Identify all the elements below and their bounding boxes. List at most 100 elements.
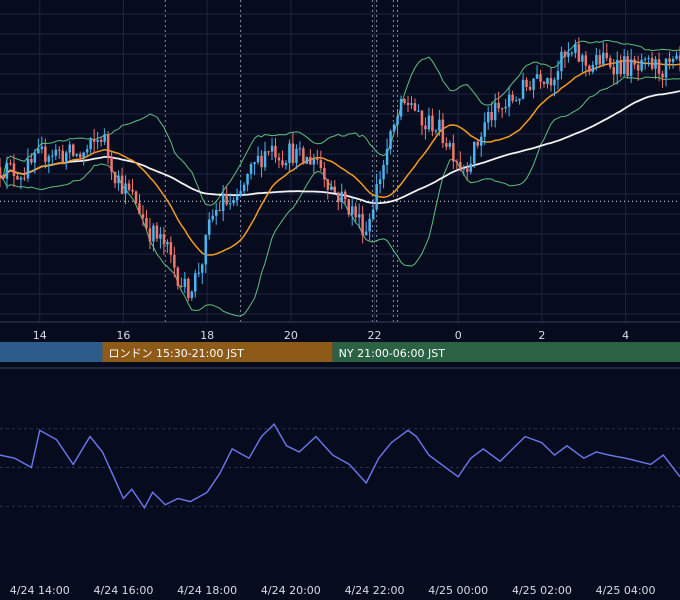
candle-body — [37, 149, 40, 154]
candle-body — [23, 177, 26, 179]
session-band: ロンドン 15:30-21:00 JST NY 21:00-06:00 JST — [0, 342, 680, 369]
candle-body — [609, 58, 612, 68]
candle-body — [211, 215, 214, 220]
candle-body — [493, 102, 497, 121]
candle-body — [124, 183, 127, 194]
candle-body — [619, 59, 622, 74]
oscillator-line — [0, 422, 680, 510]
candle-body — [215, 210, 218, 216]
price-chart-grid — [0, 0, 680, 323]
candle-body — [218, 210, 221, 211]
candle-body — [605, 52, 608, 59]
price-x-tick-label: 18 — [200, 329, 214, 342]
candle-body — [228, 203, 232, 205]
candle-body — [330, 186, 333, 190]
candle-body — [44, 146, 47, 162]
candle-body — [263, 151, 267, 168]
candle-body — [448, 143, 452, 147]
candle-body — [584, 55, 588, 66]
candle-body — [141, 214, 145, 218]
candle-body — [270, 145, 274, 152]
candle-body — [204, 234, 207, 265]
candle-body — [79, 154, 82, 158]
candle-body — [333, 186, 336, 193]
candle-body — [560, 51, 563, 72]
candle-body — [570, 52, 574, 54]
candle-body — [378, 179, 382, 184]
candle-body — [235, 195, 239, 201]
candle-body — [190, 291, 194, 298]
bollinger-upper — [0, 39, 680, 206]
candle-body — [556, 71, 560, 80]
candle-body — [68, 144, 71, 153]
candle-body — [567, 52, 570, 57]
price-x-tick-label: 22 — [368, 329, 382, 342]
candle-body — [54, 149, 58, 156]
candle-body — [511, 94, 514, 101]
candle-body — [504, 106, 507, 109]
candle-body — [577, 44, 581, 62]
candle-body — [473, 141, 476, 164]
candle-body — [459, 162, 462, 169]
candle-body — [169, 242, 173, 255]
candle-body — [16, 176, 19, 180]
candle-body — [647, 58, 650, 59]
candle-body — [598, 55, 602, 65]
candle-body — [574, 44, 577, 53]
candle-body — [417, 110, 420, 112]
candle-body — [291, 143, 295, 163]
candle-body — [288, 143, 291, 163]
candle-body — [173, 254, 176, 268]
candle-body — [302, 148, 305, 164]
candle-body — [138, 203, 141, 215]
candle-body — [612, 67, 615, 75]
candle-body — [117, 175, 120, 184]
candle-body — [525, 79, 528, 87]
candle-body — [420, 110, 424, 126]
candle-body — [194, 273, 197, 292]
session-label: ロンドン 15:30-21:00 JST — [109, 347, 245, 360]
candle-body — [661, 73, 664, 78]
price-x-tick-label: 2 — [538, 329, 545, 342]
candle-body — [396, 116, 399, 125]
candle-body — [134, 191, 138, 204]
candle-body — [110, 156, 113, 172]
oscillator-series-line — [0, 422, 680, 510]
candle-body — [127, 183, 131, 190]
candle-body — [239, 191, 242, 196]
candle-body — [364, 231, 368, 236]
candle-body — [9, 163, 12, 165]
candle-body — [319, 159, 323, 168]
candle-body — [549, 78, 553, 86]
candle-body — [103, 134, 106, 142]
candle-body — [152, 225, 155, 242]
candle-body — [427, 115, 431, 130]
candle-body — [466, 168, 469, 172]
candle-body — [462, 168, 466, 170]
candle-body — [99, 139, 103, 142]
candle-body — [535, 74, 539, 79]
price-chart-candles — [0, 37, 680, 302]
candle-body — [89, 139, 92, 150]
candle-body — [155, 225, 159, 239]
candle-body — [438, 119, 441, 131]
price-x-tick-label: 20 — [284, 329, 298, 342]
session-segment — [332, 342, 680, 362]
candle-body — [399, 99, 403, 117]
oscillator-x-tick-label: 4/25 02:00 — [512, 584, 572, 597]
price-x-tick-label: 4 — [622, 329, 629, 342]
candle-body — [532, 78, 535, 90]
candle-body — [368, 218, 371, 232]
candle-body — [469, 163, 472, 172]
candle-body — [85, 149, 89, 153]
candle-body — [357, 214, 361, 218]
candle-body — [487, 112, 490, 123]
candle-body — [518, 98, 521, 101]
candle-body — [106, 134, 110, 157]
session-segment — [0, 342, 103, 362]
candle-body — [347, 199, 350, 215]
candle-body — [452, 143, 455, 162]
candle-body — [208, 219, 211, 235]
